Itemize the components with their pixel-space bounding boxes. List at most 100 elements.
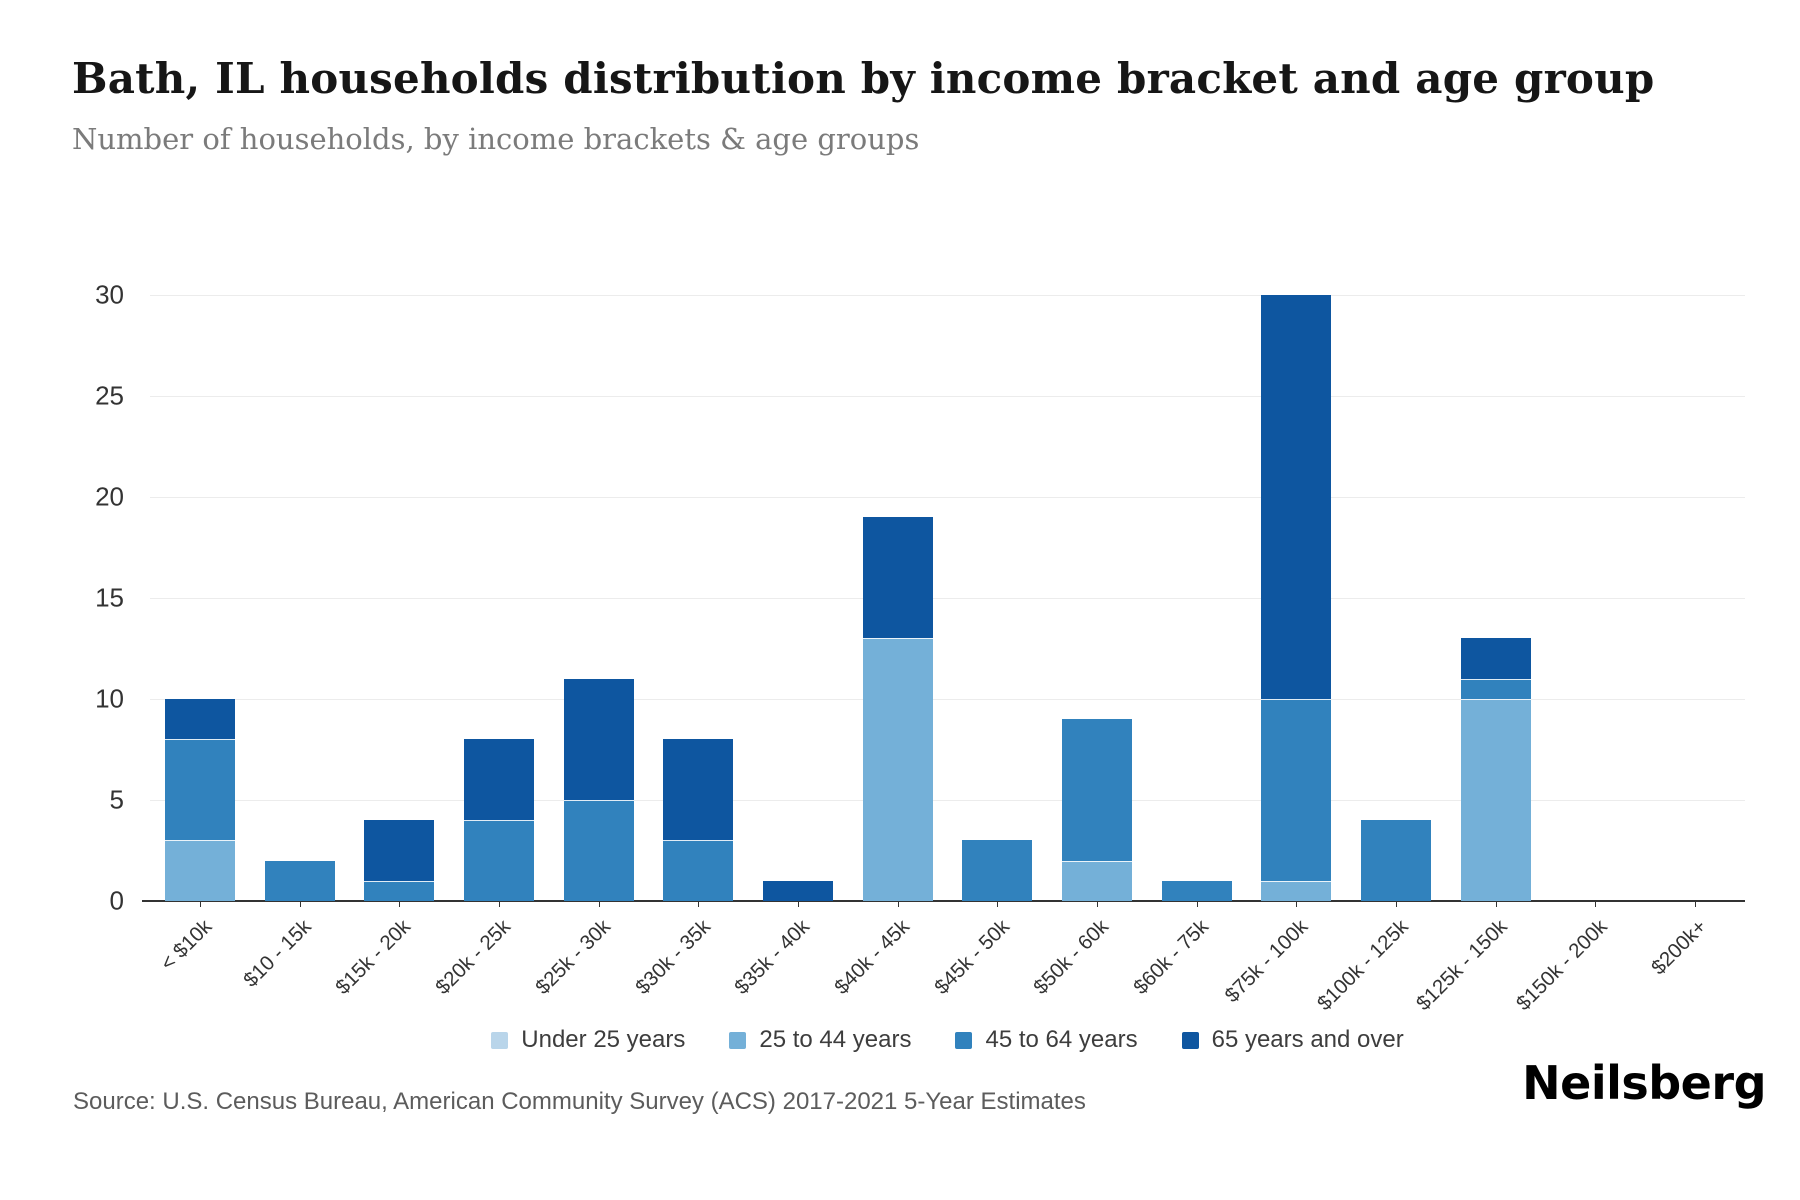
bar-segment[interactable] <box>164 840 235 901</box>
x-axis-label: < $10k <box>155 915 217 976</box>
legend-item[interactable]: 65 years and over <box>1181 1026 1404 1054</box>
x-axis-tick <box>1097 901 1099 907</box>
bar-column <box>1062 295 1133 901</box>
bar-column <box>862 295 933 901</box>
gridline <box>150 699 1745 700</box>
bar-column <box>962 295 1033 901</box>
bar-segment[interactable] <box>1460 699 1531 901</box>
bar-column <box>264 295 335 901</box>
x-axis-tick <box>199 901 201 907</box>
gridline <box>150 800 1745 801</box>
x-axis-tick <box>1196 901 1198 907</box>
bar-segment[interactable] <box>164 739 235 841</box>
x-axis-tick <box>1396 901 1398 907</box>
x-axis-label: $10 - 15k <box>239 915 316 992</box>
bar-segment[interactable] <box>463 820 534 901</box>
page-subtitle: Number of households, by income brackets… <box>72 122 920 156</box>
bar-segment[interactable] <box>1460 638 1531 679</box>
x-axis-tick <box>598 901 600 907</box>
bar-segment[interactable] <box>563 678 634 800</box>
bar-column <box>1161 295 1232 901</box>
x-axis-tick <box>1695 901 1697 907</box>
x-axis-label: $15k - 20k <box>331 915 416 999</box>
x-axis-label: $25k - 30k <box>530 915 615 999</box>
y-axis-tick-label: 0 <box>109 885 124 916</box>
x-axis-tick <box>1595 901 1597 907</box>
bar-column <box>1460 295 1531 901</box>
bar-segment[interactable] <box>1062 719 1133 861</box>
legend-item[interactable]: 25 to 44 years <box>729 1026 911 1054</box>
x-axis-label: $150k - 200k <box>1511 915 1612 1016</box>
y-axis-tick-label: 20 <box>95 481 124 512</box>
bar-segment[interactable] <box>364 880 435 901</box>
x-axis-tick <box>399 901 401 907</box>
x-axis-tick <box>1296 901 1298 907</box>
bar-column <box>1361 295 1432 901</box>
y-axis-tick-label: 5 <box>109 784 124 815</box>
x-axis-label: $35k - 40k <box>730 915 815 999</box>
x-axis-label: $100k - 125k <box>1312 915 1413 1016</box>
legend-swatch-icon <box>955 1031 973 1049</box>
x-axis-tick <box>698 901 700 907</box>
y-axis-tick-label: 10 <box>95 683 124 714</box>
bar-column <box>164 295 235 901</box>
bar-segment[interactable] <box>1261 295 1332 699</box>
bar-segment[interactable] <box>563 800 634 901</box>
x-axis-label: $50k - 60k <box>1029 915 1114 999</box>
neilsberg-logo: Neilsberg <box>1522 1056 1766 1110</box>
bar-column <box>1560 295 1630 901</box>
bar-segment[interactable] <box>962 840 1033 901</box>
x-axis-tick <box>797 901 799 907</box>
x-axis-tick <box>997 901 999 907</box>
legend-label: Under 25 years <box>521 1026 686 1053</box>
legend-swatch-icon <box>1181 1031 1199 1049</box>
x-axis-tick <box>1495 901 1497 907</box>
y-axis-tick-label: 15 <box>95 582 124 613</box>
x-axis-label: $20k - 25k <box>431 915 516 999</box>
bar-segment[interactable] <box>1161 880 1232 901</box>
chart-legend: Under 25 years 25 to 44 years 45 to 64 yea… <box>150 1026 1745 1054</box>
gridline <box>150 497 1745 498</box>
gridline <box>150 396 1745 397</box>
bar-segment[interactable] <box>1062 860 1133 901</box>
bar-segment[interactable] <box>264 860 335 901</box>
bar-column <box>563 295 634 901</box>
x-axis-line <box>142 900 1745 902</box>
x-axis-tick <box>498 901 500 907</box>
bar-segment[interactable] <box>862 517 933 639</box>
bar-segment[interactable] <box>1261 880 1332 901</box>
legend-label: 65 years and over <box>1211 1026 1404 1053</box>
legend-item[interactable]: Under 25 years <box>491 1026 685 1054</box>
bar-segment[interactable] <box>663 840 734 901</box>
legend-item[interactable]: 45 to 64 years <box>955 1026 1138 1054</box>
legend-label: 25 to 44 years <box>759 1026 912 1053</box>
legend-swatch-icon <box>729 1031 747 1049</box>
page-title: Bath, IL households distribution by inco… <box>72 54 1655 103</box>
x-axis-label: $40k - 45k <box>829 915 914 999</box>
bar-column <box>364 295 435 901</box>
x-axis-label: $200k+ <box>1647 915 1712 980</box>
y-axis-tick-label: 30 <box>95 279 124 310</box>
x-axis-label: $125k - 150k <box>1411 915 1513 1016</box>
bar-segment[interactable] <box>762 880 833 901</box>
bar-segment[interactable] <box>463 739 534 821</box>
bar-segment[interactable] <box>164 699 235 740</box>
bar-segment[interactable] <box>663 739 734 841</box>
bar-segment[interactable] <box>1361 820 1432 901</box>
bar-column <box>663 295 734 901</box>
legend-label: 45 to 64 years <box>985 1026 1138 1053</box>
x-axis-label: $45k - 50k <box>929 915 1014 999</box>
x-axis-label: $60k - 75k <box>1129 915 1213 999</box>
x-axis-label: $75k - 100k <box>1220 915 1313 1008</box>
bar-segment[interactable] <box>1460 678 1531 699</box>
bar-segment[interactable] <box>862 638 933 901</box>
x-axis-tick <box>299 901 301 907</box>
bar-segment[interactable] <box>364 820 435 881</box>
bar-segment[interactable] <box>1261 699 1332 881</box>
gridline <box>150 598 1745 599</box>
bar-column <box>463 295 534 901</box>
plot-area: 0 5 10 15 20 25 30 < $10k $10 - 15k $15k - 20k $20… <box>95 280 1745 1015</box>
x-axis-tick <box>897 901 899 907</box>
legend-swatch-icon <box>491 1031 509 1049</box>
